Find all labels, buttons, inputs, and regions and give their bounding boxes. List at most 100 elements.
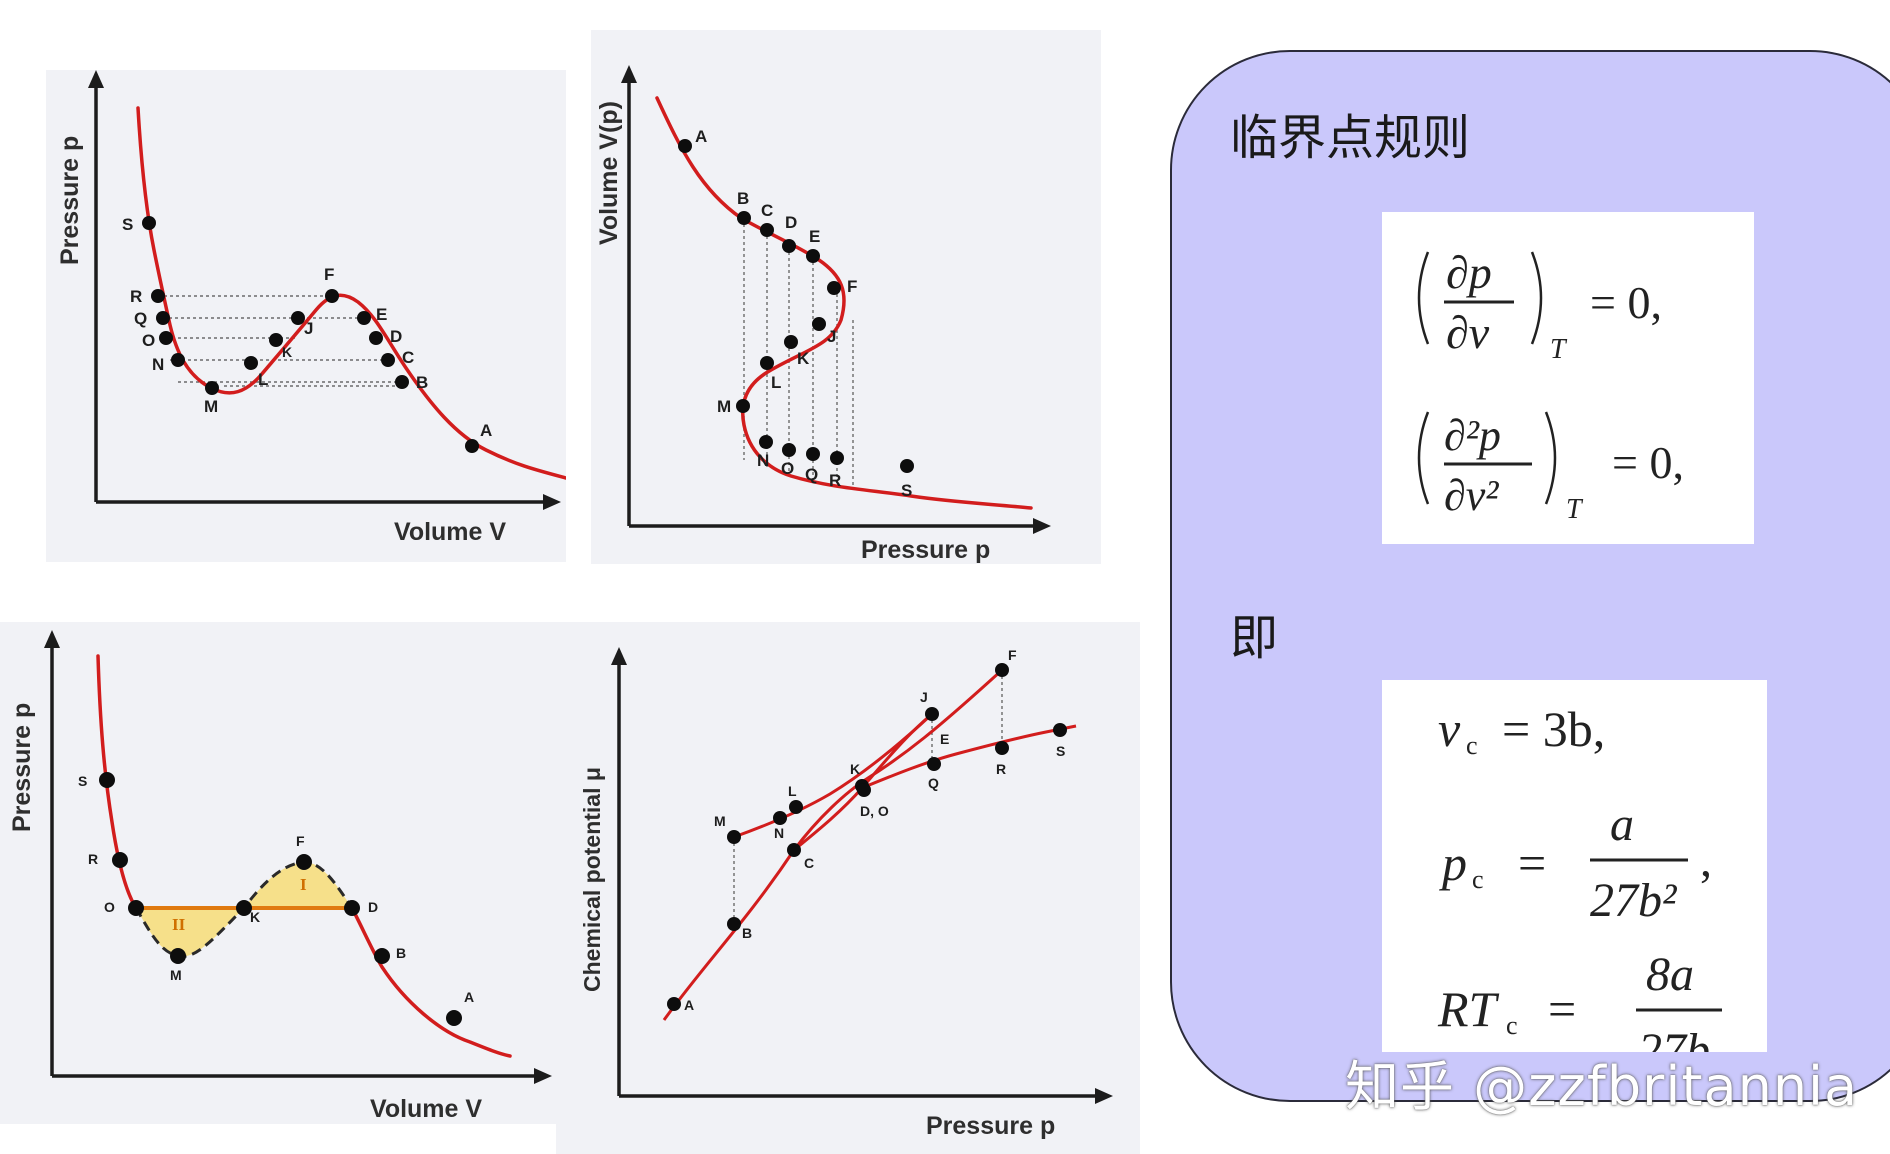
svg-text:O: O xyxy=(104,899,115,915)
vp-isotherm-panel: Volume V(p) Pressure p xyxy=(591,30,1101,564)
liquid-branch xyxy=(662,668,1004,1021)
svg-text:S: S xyxy=(122,215,133,234)
y-axis-arrow xyxy=(88,70,104,88)
rtc-denominator: 27b xyxy=(1638,1024,1710,1052)
point-r xyxy=(112,852,128,868)
point-q xyxy=(156,311,170,325)
point-o xyxy=(128,900,144,916)
point-n xyxy=(171,353,185,367)
derivative-conditions: ∂p ∂v T = 0, ∂²p ∂v² T = 0, xyxy=(1417,247,1684,525)
point-e xyxy=(357,311,371,325)
svg-text:S: S xyxy=(1056,743,1065,759)
point-d xyxy=(344,900,360,916)
point-o xyxy=(159,331,173,345)
point-m xyxy=(727,830,741,844)
svg-text:F: F xyxy=(847,277,857,296)
state-points xyxy=(667,663,1067,1011)
point-c xyxy=(760,223,774,237)
svg-text:F: F xyxy=(296,833,305,849)
svg-text:B: B xyxy=(742,925,752,941)
chemical-potential-panel: Chemical potential μ Pressure p xyxy=(556,622,1140,1154)
critical-constants: v c = 3b, p c = a 27b² , RT c = 8a 27b xyxy=(1437,701,1722,1052)
point-c xyxy=(381,353,395,367)
y-axis-label: Pressure p xyxy=(8,703,36,832)
vp-isotherm-plot: Volume V(p) Pressure p xyxy=(595,65,1051,564)
svg-text:D, O: D, O xyxy=(860,803,889,819)
left-paren-2 xyxy=(1417,411,1430,505)
maxwell-construction-plot: Pressure p Volume V S R O M K F D B A xyxy=(8,630,552,1123)
x-axis-label: Pressure p xyxy=(861,536,990,564)
svg-text:E: E xyxy=(809,227,820,246)
point-l xyxy=(244,356,258,370)
pc-comma: , xyxy=(1700,834,1712,887)
point-labels: S R O M K F D B A II I xyxy=(78,773,474,1005)
maxwell-construction-panel: Pressure p Volume V S R O M K F D B A xyxy=(0,622,556,1124)
rhs-2: = 0, xyxy=(1612,437,1684,488)
point-a xyxy=(667,997,681,1011)
svg-text:D: D xyxy=(390,327,402,346)
point-b xyxy=(737,211,751,225)
svg-text:Q: Q xyxy=(134,309,147,328)
pv-isotherm-plot: Pressure p Volume V xyxy=(56,70,566,546)
point-l xyxy=(789,800,803,814)
point-j xyxy=(291,311,305,325)
svg-text:A: A xyxy=(684,997,694,1013)
svg-text:M: M xyxy=(204,397,218,416)
numerator-2: ∂²p xyxy=(1444,411,1501,460)
point-k xyxy=(269,333,283,347)
x-axis-label: Volume V xyxy=(394,518,506,546)
x-axis-arrow xyxy=(534,1068,552,1084)
y-axis-label: Chemical potential μ xyxy=(579,767,605,992)
subscript-t-1: T xyxy=(1550,334,1568,365)
rhs-1: = 0, xyxy=(1590,277,1662,328)
svg-text:C: C xyxy=(402,348,414,367)
svg-text:J: J xyxy=(304,319,313,338)
point-n xyxy=(759,435,773,449)
pc-subscript: c xyxy=(1472,865,1484,894)
point-b xyxy=(395,375,409,389)
svg-text:L: L xyxy=(788,783,797,799)
svg-text:M: M xyxy=(170,967,182,983)
svg-text:N: N xyxy=(152,355,164,374)
vc-symbol: v xyxy=(1438,701,1461,757)
point-labels: A B C M N L K D, O J E Q F R S xyxy=(684,647,1065,1013)
pc-symbol: p xyxy=(1439,835,1467,891)
y-axis-label: Volume V(p) xyxy=(595,101,623,245)
vc-subscript: c xyxy=(1466,731,1478,760)
pc-denominator: 27b² xyxy=(1590,874,1678,927)
point-d xyxy=(782,239,796,253)
point-d xyxy=(369,331,383,345)
point-f xyxy=(827,281,841,295)
y-axis-arrow xyxy=(621,65,637,83)
point-b xyxy=(374,948,390,964)
rtc-symbol: RT xyxy=(1437,981,1500,1037)
numerator-1: ∂p xyxy=(1446,247,1492,298)
y-axis-arrow xyxy=(611,647,627,665)
x-axis-arrow xyxy=(1095,1088,1113,1104)
vc-value: = 3b, xyxy=(1502,701,1605,757)
point-s xyxy=(900,459,914,473)
critical-condition-formulas: ∂p ∂v T = 0, ∂²p ∂v² T = 0, xyxy=(1382,212,1754,544)
svg-text:F: F xyxy=(324,265,334,284)
svg-text:F: F xyxy=(1008,647,1017,663)
svg-text:K: K xyxy=(797,349,810,368)
rtc-equals: = xyxy=(1548,981,1576,1037)
pc-numerator: a xyxy=(1610,798,1634,851)
right-paren-2 xyxy=(1544,411,1557,505)
svg-text:R: R xyxy=(829,471,841,490)
point-j xyxy=(812,317,826,331)
point-m xyxy=(736,399,750,413)
svg-text:Q: Q xyxy=(928,775,939,791)
svg-text:A: A xyxy=(480,421,492,440)
state-points xyxy=(678,139,914,473)
subscript-t-2: T xyxy=(1566,494,1584,525)
point-a xyxy=(678,139,692,153)
y-axis-arrow xyxy=(44,630,60,648)
state-points xyxy=(99,772,462,1026)
svg-text:B: B xyxy=(396,945,406,961)
point-d-o xyxy=(857,783,871,797)
point-s xyxy=(142,216,156,230)
connector-label: 即 xyxy=(1230,610,1279,666)
svg-text:L: L xyxy=(258,370,268,389)
svg-text:S: S xyxy=(901,481,912,500)
